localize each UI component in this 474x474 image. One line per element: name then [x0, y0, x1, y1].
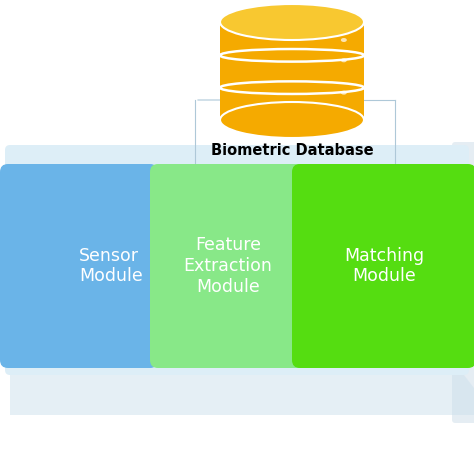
- FancyBboxPatch shape: [150, 164, 306, 368]
- Text: Matching
Module: Matching Module: [344, 246, 424, 285]
- Text: Sensor
Module: Sensor Module: [79, 246, 143, 285]
- Ellipse shape: [220, 102, 364, 138]
- FancyBboxPatch shape: [292, 164, 474, 368]
- Text: Feature
Extraction
Module: Feature Extraction Module: [183, 236, 273, 296]
- Ellipse shape: [341, 91, 347, 95]
- Polygon shape: [10, 375, 474, 415]
- Ellipse shape: [220, 4, 364, 40]
- Polygon shape: [220, 22, 364, 120]
- FancyBboxPatch shape: [452, 142, 474, 423]
- Ellipse shape: [341, 38, 347, 42]
- FancyBboxPatch shape: [5, 145, 469, 375]
- Ellipse shape: [341, 58, 347, 62]
- FancyBboxPatch shape: [0, 164, 158, 368]
- Text: Biometric Database: Biometric Database: [210, 143, 374, 158]
